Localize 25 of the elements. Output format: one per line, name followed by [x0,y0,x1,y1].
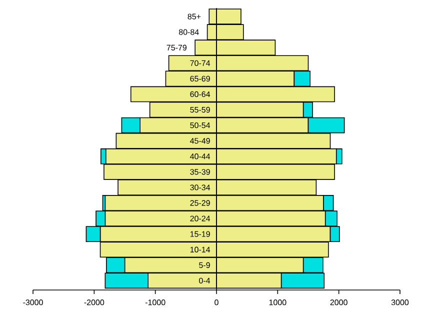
y-tick-label: 70-74 [190,60,210,66]
y-tick-label: 10-14 [190,246,210,252]
x-tick-label: -2000 [84,300,104,306]
y-tick-label: 20-24 [190,216,210,222]
x-tick-label: 2000 [330,300,348,306]
y-tick-label: 25-29 [190,200,210,206]
x-tick-label: 1000 [269,300,286,306]
y-tick-label: 50-54 [190,122,210,128]
y-tick-label: 55-59 [190,106,210,113]
y-tick-label: 85+ [188,14,201,20]
x-tick-label: -3000 [23,300,43,306]
y-tick-label: 35-39 [190,169,210,175]
x-tick-label: 0 [214,300,218,306]
y-tick-label: 15-19 [190,231,210,237]
y-tick-label: 0-4 [199,278,210,284]
y-tick-label: 5-9 [199,262,210,268]
x-tick-label: 3000 [391,300,409,306]
y-tick-label: 60-64 [190,91,210,98]
y-tick-label: 75-79 [166,44,187,50]
y-tick-label: 45-49 [190,138,210,144]
y-tick-label: 40-44 [190,154,210,160]
x-tick-label: -1000 [145,300,166,306]
y-tick-label: 80-84 [178,29,199,35]
y-tick-label: 65-69 [190,76,210,82]
y-tick-label: 30-34 [190,184,210,190]
